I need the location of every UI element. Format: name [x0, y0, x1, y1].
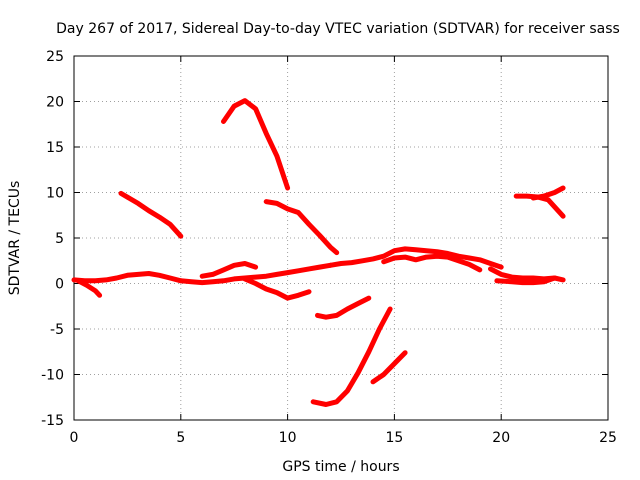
y-tick-label: 0	[55, 277, 64, 293]
series-line-arc-c	[118, 190, 184, 239]
x-tick-label: 15	[385, 430, 403, 446]
y-tick-label: 20	[46, 95, 64, 111]
y-tick-label: 25	[46, 49, 64, 65]
series-line-arc-d	[178, 262, 333, 286]
x-tick-label: 0	[70, 430, 79, 446]
x-tick-label: 20	[492, 430, 510, 446]
series-line-arc-q	[530, 185, 566, 201]
y-tick-label: -10	[41, 368, 64, 384]
series-line-arc-b	[75, 278, 103, 298]
x-tick-label: 10	[279, 430, 297, 446]
y-tick-label: -5	[50, 322, 64, 338]
x-tick-label: 25	[599, 430, 617, 446]
x-tick-label: 5	[176, 430, 185, 446]
series-line-arc-e	[199, 261, 259, 279]
series-line-arc-f	[221, 98, 291, 191]
series-line-arc-m	[381, 253, 483, 273]
data-series	[71, 98, 566, 407]
series-line-arc-i	[315, 295, 372, 320]
grid-lines	[74, 56, 608, 420]
axis-ticks: 0 5 10 15 20 25 -15 -10 -5 0 5 10 15 20 25	[41, 49, 617, 446]
series-line-arc-l	[327, 246, 504, 270]
series-line-arc-h	[263, 199, 340, 256]
chart-title: Day 267 of 2017, Sidereal Day-to-day VTE…	[56, 21, 620, 37]
x-axis-label: GPS time / hours	[282, 459, 399, 475]
y-tick-label: 5	[55, 231, 64, 247]
series-line-arc-o	[494, 275, 558, 286]
series-line-arc-k	[370, 350, 408, 385]
y-tick-label: 10	[46, 186, 64, 202]
series-line-arc-j	[310, 306, 393, 407]
series-line-arc-g	[242, 276, 312, 301]
y-tick-label: 15	[46, 140, 64, 156]
series-line-arc-a	[71, 271, 184, 284]
y-axis-label: SDTVAR / TECUs	[7, 181, 23, 296]
y-tick-label: -15	[41, 413, 64, 429]
